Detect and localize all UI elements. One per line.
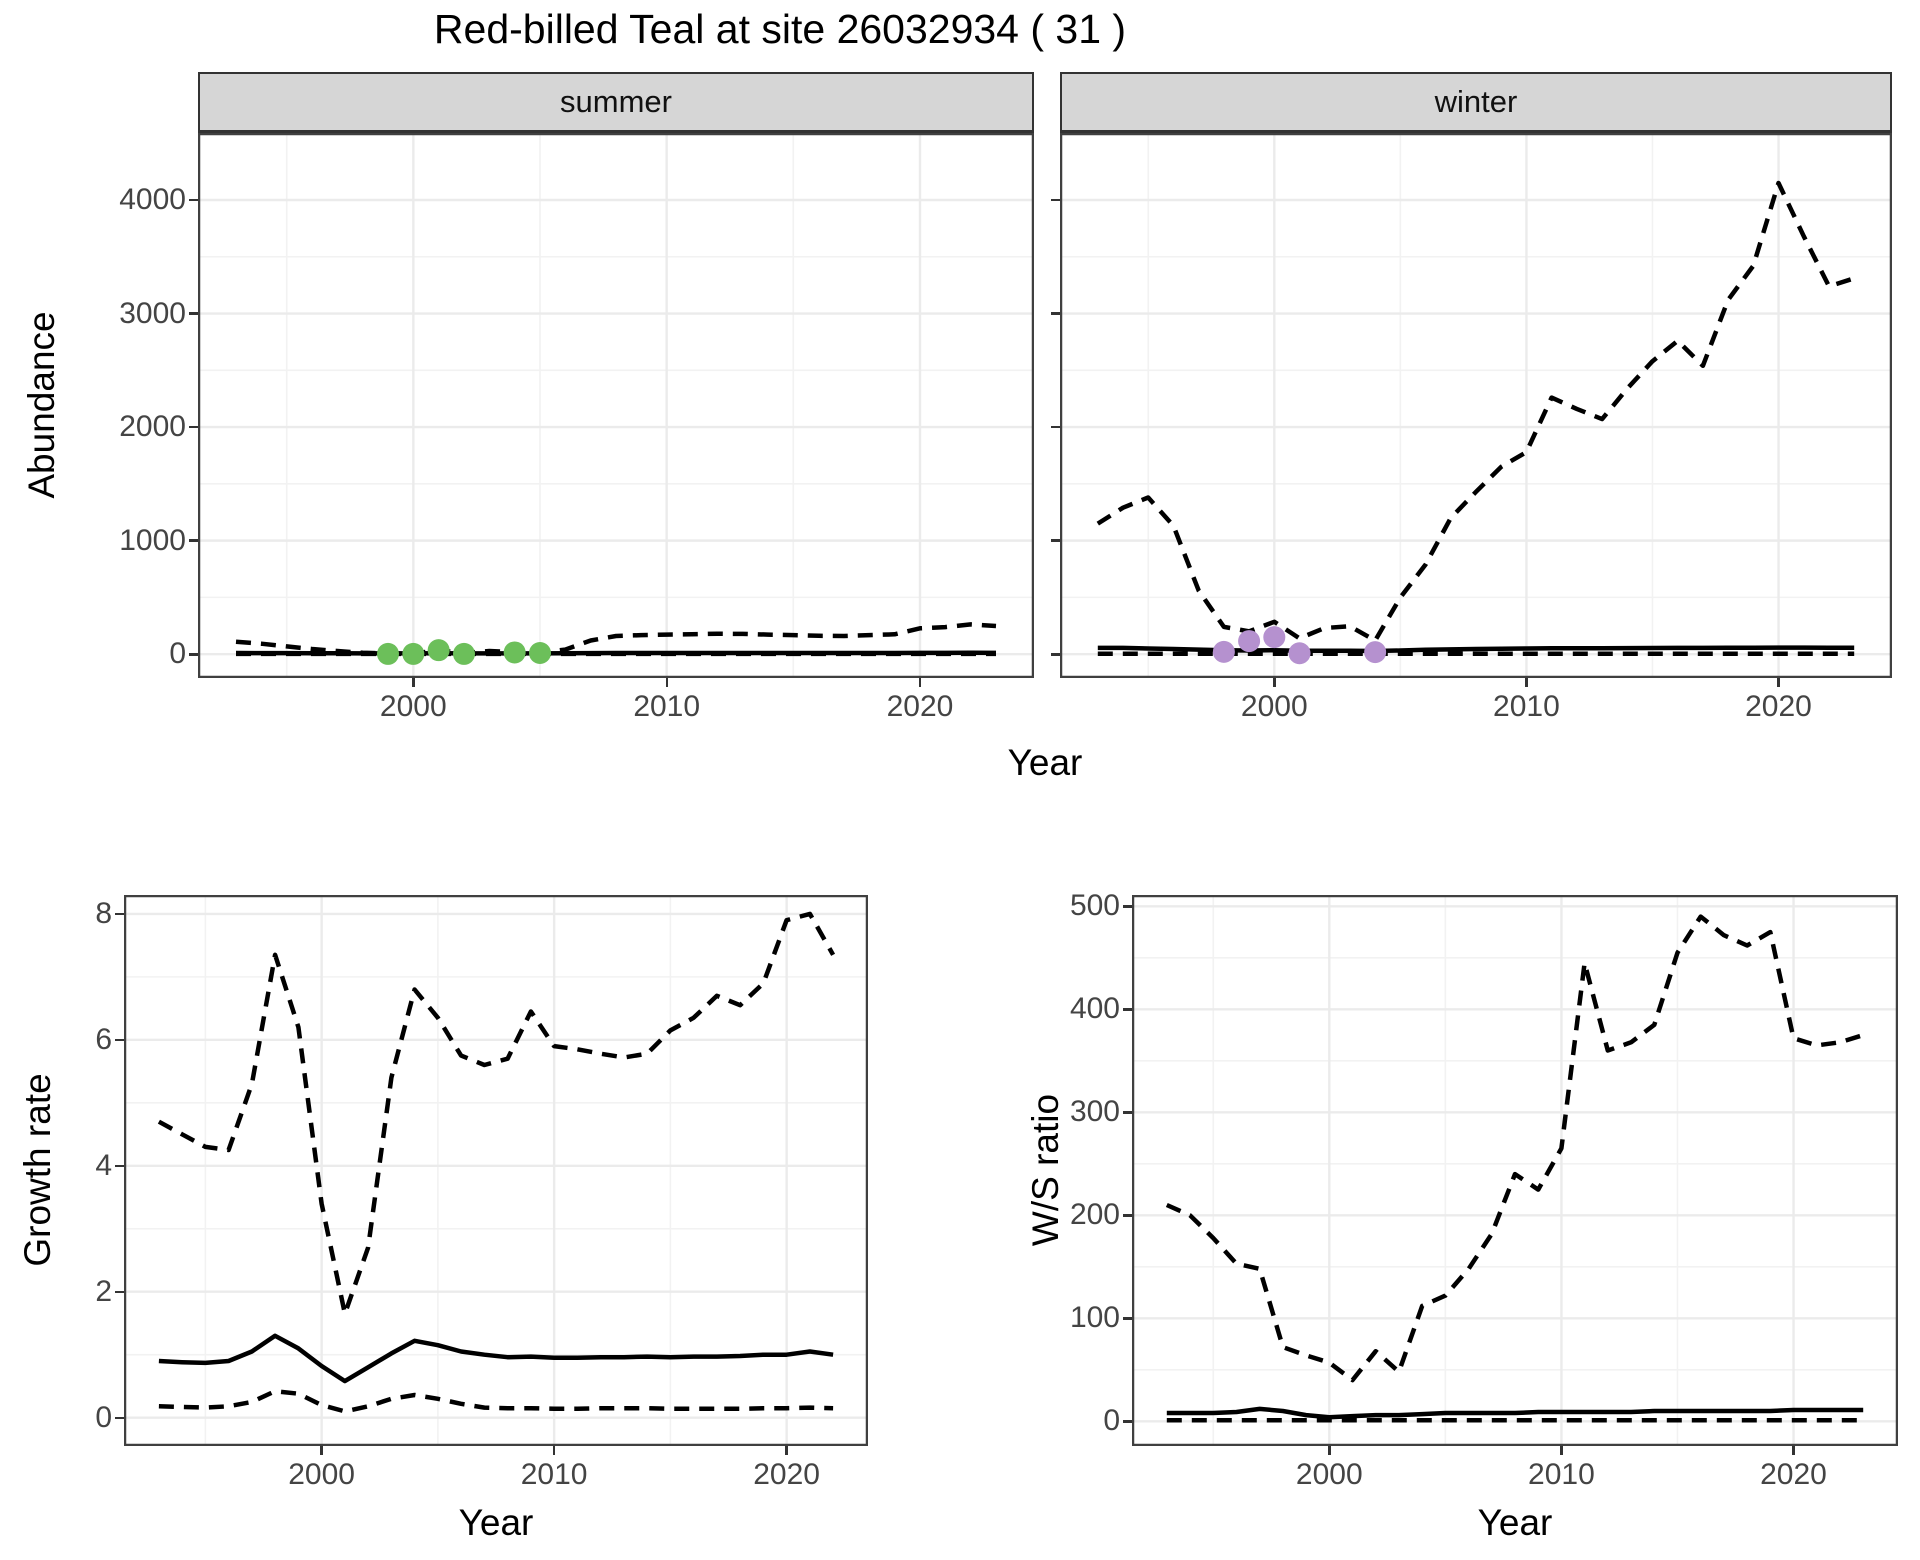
series-upper-ci xyxy=(157,911,836,1317)
y-tick-label: 4000 xyxy=(119,183,186,216)
y-tick-label: 400 xyxy=(1069,992,1120,1026)
y-tick-label: 0 xyxy=(1103,1404,1120,1438)
facet-strip-summer-label: summer xyxy=(560,84,672,119)
x-tick-label: 2000 xyxy=(379,690,447,723)
facet-strip-winter-label: winter xyxy=(1434,84,1518,119)
x-tick-label: 2020 xyxy=(753,1458,820,1491)
x-tick-label: 2000 xyxy=(1295,1458,1363,1491)
plot-title: Red-billed Teal at site 26032934 ( 31 ) xyxy=(433,6,1127,52)
x-tick-label: 2010 xyxy=(1493,690,1560,723)
y-tick-label: 6 xyxy=(95,1022,112,1056)
y-tick xyxy=(189,425,198,429)
x-tick xyxy=(320,1446,323,1455)
observed-point xyxy=(1212,640,1235,663)
y-tick xyxy=(115,1290,124,1293)
y-tick xyxy=(1051,425,1060,429)
y-tick xyxy=(115,1416,124,1419)
y-tick-label: 8 xyxy=(95,896,112,930)
y-tick xyxy=(1123,1214,1132,1217)
y-axis-title-abundance: Abundance xyxy=(21,311,62,499)
y-tick xyxy=(1123,1317,1132,1320)
panel-abundance-winter xyxy=(1060,133,1892,678)
x-tick xyxy=(1273,678,1276,687)
series-estimate xyxy=(158,1333,834,1384)
x-tick xyxy=(412,678,415,687)
x-axis-title-year-bottom-right: Year xyxy=(1477,1502,1553,1543)
y-tick-label: 300 xyxy=(1069,1095,1120,1129)
x-axis-title-year-bottom-left: Year xyxy=(458,1502,534,1543)
facet-strip-winter: winter xyxy=(1060,72,1892,133)
y-tick-label: 2000 xyxy=(119,410,186,444)
y-tick-label: 0 xyxy=(169,637,186,671)
observed-point xyxy=(402,642,425,665)
observed-point xyxy=(427,639,450,662)
x-tick xyxy=(1777,678,1780,687)
y-tick xyxy=(189,312,198,315)
y-tick xyxy=(189,539,198,542)
x-tick-label: 2010 xyxy=(1528,1458,1595,1491)
x-tick-label: 2020 xyxy=(1760,1458,1827,1491)
x-tick xyxy=(918,678,922,687)
x-axis-title-year-top: Year xyxy=(1007,742,1083,783)
panel-ws-ratio xyxy=(1132,895,1898,1446)
y-tick-label: 2 xyxy=(95,1274,112,1308)
x-tick-label: 2020 xyxy=(1745,690,1812,723)
y-tick-label: 1000 xyxy=(119,523,186,557)
x-tick xyxy=(552,1446,556,1455)
x-tick xyxy=(1792,1446,1795,1455)
y-axis-title-growth-rate: Growth rate xyxy=(17,1073,58,1267)
series-lower-ci xyxy=(158,1388,834,1414)
y-tick-label: 4 xyxy=(95,1148,112,1182)
y-tick xyxy=(189,198,198,202)
y-tick xyxy=(1051,653,1060,656)
y-tick-label: 0 xyxy=(95,1400,112,1434)
facet-strip-summer: summer xyxy=(198,72,1034,133)
series-upper-ci xyxy=(1096,180,1855,643)
observed-point xyxy=(529,642,551,665)
y-axis-title-ws-ratio: W/S ratio xyxy=(1025,1093,1066,1247)
y-tick xyxy=(1123,1008,1132,1011)
y-tick xyxy=(1123,905,1132,908)
observed-point xyxy=(453,642,475,665)
observed-point xyxy=(1364,641,1387,664)
x-tick xyxy=(1525,678,1528,687)
observed-point xyxy=(503,641,526,664)
x-tick xyxy=(785,1446,788,1455)
x-tick xyxy=(1560,1446,1563,1455)
y-tick-label: 3000 xyxy=(119,296,186,330)
y-tick xyxy=(1123,1111,1132,1114)
y-tick xyxy=(115,1164,124,1168)
observed-point xyxy=(1263,626,1286,649)
panel-abundance-summer xyxy=(198,133,1034,678)
y-tick xyxy=(1051,312,1060,315)
y-tick xyxy=(1123,1420,1132,1423)
panel-growth-rate xyxy=(124,895,868,1446)
y-tick-label: 200 xyxy=(1069,1198,1120,1232)
y-tick xyxy=(189,653,198,656)
y-tick xyxy=(1051,539,1060,542)
y-tick-label: 500 xyxy=(1069,889,1120,923)
x-tick-label: 2020 xyxy=(886,690,954,723)
y-tick xyxy=(115,912,124,916)
x-tick-label: 2010 xyxy=(520,1458,588,1491)
x-tick-label: 2000 xyxy=(288,1458,355,1491)
series-upper-ci xyxy=(1165,914,1864,1383)
x-tick-label: 2000 xyxy=(1240,690,1308,723)
observed-point xyxy=(1238,630,1261,653)
x-tick xyxy=(1328,1446,1331,1455)
y-tick xyxy=(115,1038,124,1042)
y-tick-label: 100 xyxy=(1069,1301,1120,1335)
x-tick-label: 2010 xyxy=(633,690,701,723)
y-tick xyxy=(1051,198,1060,202)
series-estimate xyxy=(1166,1406,1864,1420)
observed-point xyxy=(1288,642,1311,665)
x-tick xyxy=(665,678,668,687)
observed-point xyxy=(377,642,399,665)
